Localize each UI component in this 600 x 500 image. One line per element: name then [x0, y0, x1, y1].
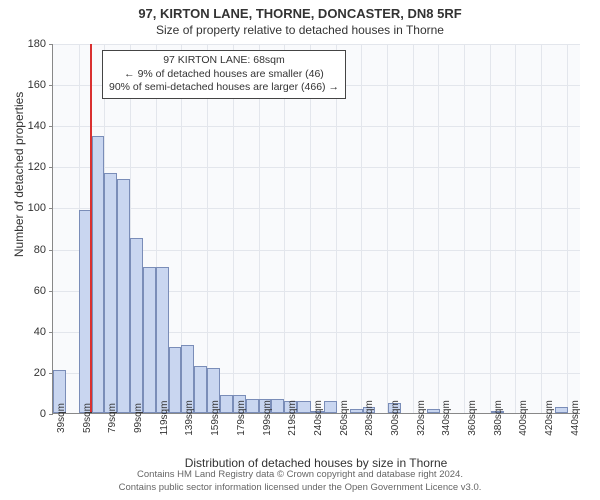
- grid-line-vertical: [361, 44, 362, 413]
- y-axis-label: Number of detached properties: [12, 92, 26, 257]
- grid-line-vertical: [387, 44, 388, 413]
- histogram-bar: [271, 399, 284, 413]
- x-tick-label: 79sqm: [107, 403, 118, 433]
- reference-line: [90, 44, 92, 413]
- attribution-footer: Contains HM Land Registry data © Crown c…: [0, 469, 600, 494]
- x-tick-label: 300sqm: [390, 400, 401, 436]
- y-tick-label: 120: [0, 161, 46, 173]
- y-tick-mark: [49, 291, 53, 292]
- x-tick-label: 280sqm: [364, 400, 375, 436]
- grid-line-vertical: [567, 44, 568, 413]
- y-tick-mark: [49, 208, 53, 209]
- histogram-bar: [130, 238, 143, 413]
- plot-area: [52, 44, 580, 414]
- y-tick-mark: [49, 250, 53, 251]
- reference-annotation: 97 KIRTON LANE: 68sqm← 9% of detached ho…: [102, 50, 346, 99]
- x-tick-label: 340sqm: [441, 400, 452, 436]
- x-tick-label: 39sqm: [56, 403, 67, 433]
- y-tick-label: 40: [0, 326, 46, 338]
- histogram-bar: [350, 409, 363, 413]
- histogram-bar: [324, 401, 337, 413]
- histogram-chart: Number of detached properties Distributi…: [52, 44, 580, 414]
- annotation-line: 97 KIRTON LANE: 68sqm: [109, 54, 339, 68]
- histogram-bar: [297, 401, 311, 413]
- histogram-bar: [117, 179, 130, 413]
- x-tick-label: 360sqm: [467, 400, 478, 436]
- grid-line-vertical: [284, 44, 285, 413]
- grid-line-vertical: [207, 44, 208, 413]
- annotation-line: 90% of semi-detached houses are larger (…: [109, 81, 339, 95]
- y-tick-mark: [49, 85, 53, 86]
- footer-line-2: Contains public sector information licen…: [0, 482, 600, 494]
- grid-line-horizontal: [53, 44, 580, 45]
- grid-line-horizontal: [53, 208, 580, 209]
- x-tick-label: 400sqm: [518, 400, 529, 436]
- y-tick-label: 80: [0, 244, 46, 256]
- histogram-bar: [246, 399, 259, 413]
- x-tick-label: 59sqm: [82, 403, 93, 433]
- y-tick-label: 60: [0, 285, 46, 297]
- x-tick-label: 260sqm: [339, 400, 350, 436]
- x-tick-label: 199sqm: [262, 400, 273, 436]
- y-tick-label: 180: [0, 38, 46, 50]
- histogram-bar: [104, 173, 117, 414]
- y-tick-mark: [49, 167, 53, 168]
- x-tick-label: 420sqm: [544, 400, 555, 436]
- y-tick-mark: [49, 44, 53, 45]
- histogram-bar: [555, 407, 568, 413]
- grid-line-vertical: [310, 44, 311, 413]
- histogram-bar: [169, 347, 182, 413]
- y-tick-label: 160: [0, 79, 46, 91]
- x-tick-label: 139sqm: [184, 400, 195, 436]
- x-axis-label: Distribution of detached houses by size …: [52, 456, 580, 470]
- y-tick-label: 0: [0, 408, 46, 420]
- grid-line-vertical: [438, 44, 439, 413]
- grid-line-vertical: [464, 44, 465, 413]
- x-tick-label: 380sqm: [493, 400, 504, 436]
- y-tick-mark: [49, 332, 53, 333]
- x-tick-label: 99sqm: [133, 403, 144, 433]
- x-tick-label: 159sqm: [210, 400, 221, 436]
- x-tick-label: 320sqm: [416, 400, 427, 436]
- grid-line-horizontal: [53, 167, 580, 168]
- grid-line-vertical: [490, 44, 491, 413]
- footer-line-1: Contains HM Land Registry data © Crown c…: [0, 469, 600, 481]
- grid-line-vertical: [259, 44, 260, 413]
- grid-line-vertical: [336, 44, 337, 413]
- grid-line-vertical: [515, 44, 516, 413]
- y-tick-mark: [49, 126, 53, 127]
- grid-line-vertical: [413, 44, 414, 413]
- x-tick-label: 440sqm: [570, 400, 581, 436]
- x-tick-label: 219sqm: [287, 400, 298, 436]
- y-tick-mark: [49, 414, 53, 415]
- y-tick-label: 100: [0, 202, 46, 214]
- annotation-line: ← 9% of detached houses are smaller (46): [109, 68, 339, 82]
- histogram-bar: [194, 366, 207, 413]
- histogram-bar: [427, 409, 440, 413]
- y-tick-label: 20: [0, 367, 46, 379]
- histogram-bar: [156, 267, 169, 413]
- sub-title: Size of property relative to detached ho…: [0, 23, 600, 37]
- main-title: 97, KIRTON LANE, THORNE, DONCASTER, DN8 …: [0, 6, 600, 21]
- x-tick-label: 179sqm: [236, 400, 247, 436]
- histogram-bar: [220, 395, 233, 414]
- title-block: 97, KIRTON LANE, THORNE, DONCASTER, DN8 …: [0, 0, 600, 37]
- x-tick-label: 240sqm: [313, 400, 324, 436]
- grid-line-vertical: [233, 44, 234, 413]
- x-tick-label: 119sqm: [159, 401, 170, 436]
- grid-line-vertical: [541, 44, 542, 413]
- histogram-bar: [92, 136, 105, 414]
- grid-line-horizontal: [53, 126, 580, 127]
- histogram-bar: [143, 267, 156, 413]
- y-tick-label: 140: [0, 120, 46, 132]
